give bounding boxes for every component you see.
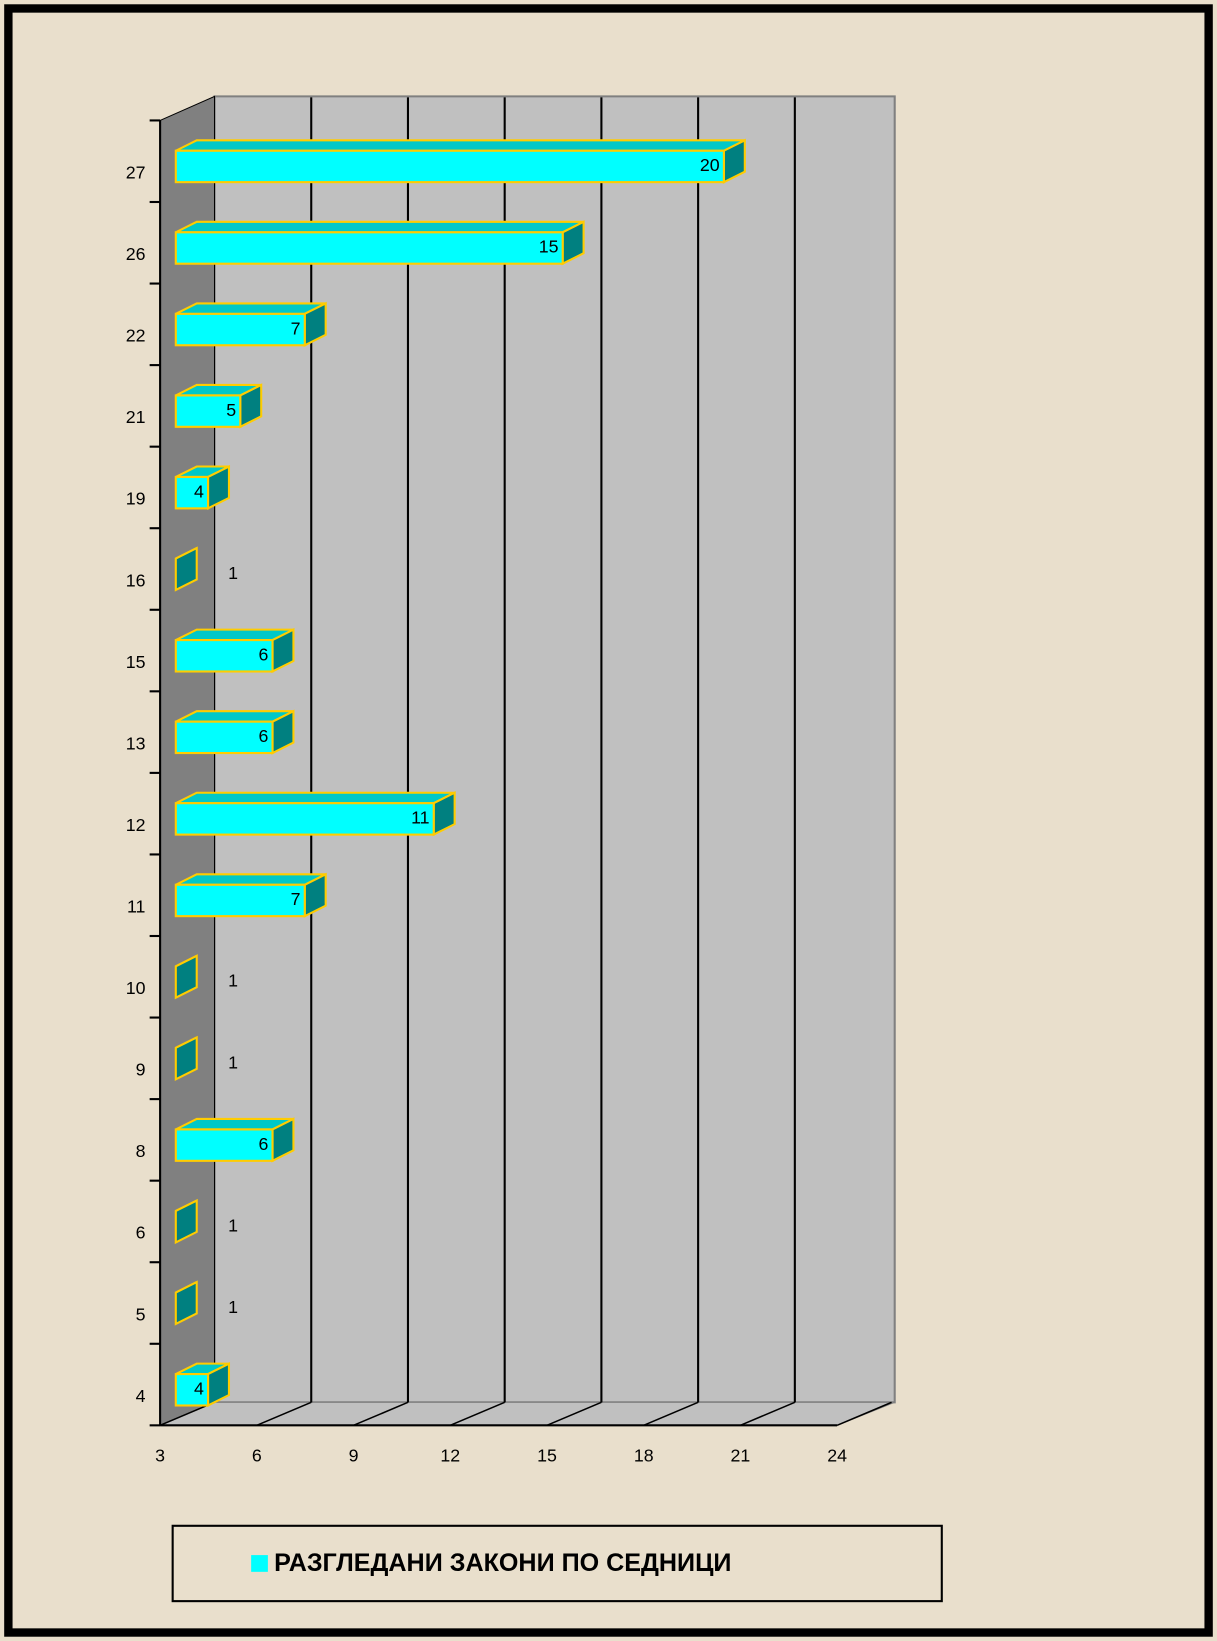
bar-side xyxy=(174,1280,198,1326)
x-tick-label: 6 xyxy=(252,1445,262,1465)
x-tick-label: 15 xyxy=(537,1445,557,1465)
bar-side xyxy=(174,954,198,1000)
y-tick-label: 11 xyxy=(127,896,146,916)
floor-line xyxy=(740,1401,796,1427)
bar xyxy=(174,312,306,347)
data-label: 1 xyxy=(228,1215,238,1235)
bar-top xyxy=(175,873,327,886)
legend-label: РАЗГЛЕДАНИ ЗАКОНИ ПО СЕДНИЦИ xyxy=(274,1549,731,1577)
y-tick-label: 9 xyxy=(136,1060,146,1080)
bar-side xyxy=(174,546,198,592)
bar xyxy=(174,1128,274,1162)
data-label: 6 xyxy=(258,644,268,664)
y-tick-label: 4 xyxy=(136,1386,146,1406)
floor-line xyxy=(836,1401,892,1427)
bar xyxy=(174,802,435,836)
bar xyxy=(174,720,274,755)
floor xyxy=(159,1401,895,1426)
y-tick-label: 8 xyxy=(136,1141,146,1161)
data-label: 1 xyxy=(228,563,238,583)
bar xyxy=(174,639,274,673)
x-tick-label: 3 xyxy=(155,1445,165,1465)
y-tick-label: 21 xyxy=(126,407,146,427)
frame xyxy=(4,4,1213,1637)
x-tick-label: 24 xyxy=(827,1445,847,1465)
data-label: 1 xyxy=(228,971,238,991)
y-tick-label: 16 xyxy=(126,570,146,590)
back-wall xyxy=(213,95,896,1404)
data-label: 7 xyxy=(291,889,301,909)
y-tick-label: 6 xyxy=(136,1223,146,1243)
data-label: 7 xyxy=(291,318,301,338)
bar xyxy=(174,149,725,184)
data-label: 11 xyxy=(411,808,430,828)
legend-swatch xyxy=(251,1555,268,1572)
bar-top xyxy=(175,220,585,234)
bar xyxy=(174,394,242,428)
bar xyxy=(174,231,564,265)
data-label: 4 xyxy=(194,1378,204,1398)
x-tick-label: 21 xyxy=(731,1445,751,1465)
data-label: 6 xyxy=(258,726,268,746)
data-label: 6 xyxy=(258,1134,268,1154)
data-label: 20 xyxy=(700,155,720,175)
y-tick-label: 26 xyxy=(126,244,146,264)
y-tick-label: 15 xyxy=(126,652,146,672)
x-tick-label: 12 xyxy=(440,1445,460,1465)
floor-line xyxy=(449,1401,505,1427)
bar-top xyxy=(175,791,456,805)
data-label: 5 xyxy=(226,400,236,420)
bar-side xyxy=(174,1035,198,1081)
x-tick-label: 9 xyxy=(349,1445,359,1465)
bar xyxy=(174,475,210,510)
data-label: 4 xyxy=(194,481,204,501)
bar-top xyxy=(175,139,746,152)
floor-line xyxy=(643,1401,699,1427)
y-tick-label: 12 xyxy=(126,815,146,835)
y-tick-label: 5 xyxy=(136,1304,146,1324)
floor-line xyxy=(546,1401,602,1427)
data-label: 1 xyxy=(228,1297,238,1317)
y-tick-label: 27 xyxy=(126,162,146,182)
floor-line xyxy=(256,1401,312,1427)
y-tick-label: 22 xyxy=(126,326,146,346)
data-label: 1 xyxy=(228,1052,238,1072)
data-label: 15 xyxy=(539,237,559,257)
bar xyxy=(174,1373,210,1407)
x-tick-label: 18 xyxy=(634,1445,654,1465)
y-tick-label: 10 xyxy=(126,978,146,998)
bar-side xyxy=(174,1198,198,1245)
y-tick-label: 19 xyxy=(126,489,146,509)
bar-top xyxy=(175,302,327,315)
y-tick-label: 13 xyxy=(126,733,146,753)
floor-line xyxy=(353,1401,409,1427)
bar xyxy=(174,883,306,918)
legend xyxy=(171,1524,943,1603)
